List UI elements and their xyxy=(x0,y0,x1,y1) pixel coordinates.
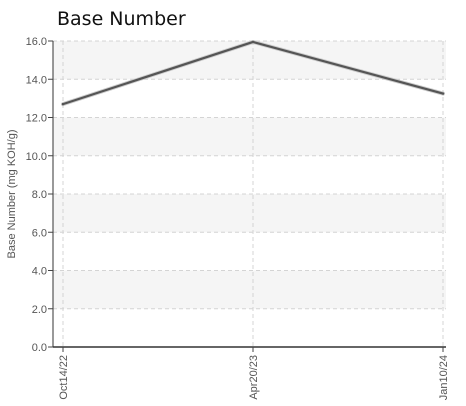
plot-band xyxy=(53,270,446,309)
y-tick-label: 16.0 xyxy=(26,36,47,48)
chart-title: Base Number xyxy=(57,8,186,30)
data-point xyxy=(61,102,65,106)
y-tick-label: 8.0 xyxy=(32,189,47,201)
series-layer xyxy=(61,39,445,107)
x-tick-label: Apr20/23 xyxy=(248,355,260,400)
y-tick-label: 4.0 xyxy=(32,266,47,278)
plot-band xyxy=(53,194,446,233)
y-tick-label: 6.0 xyxy=(32,227,47,239)
y-tick-label: 12.0 xyxy=(26,113,47,125)
x-ticks: Oct14/22 Apr20/23 Jan10/24 xyxy=(58,347,450,400)
y-ticks: 0.0 2.0 4.0 6.0 8.0 10.0 12.0 14.0 16.0 xyxy=(26,36,53,354)
data-point xyxy=(251,40,255,44)
plot-band xyxy=(53,41,446,80)
y-tick-label: 10.0 xyxy=(26,151,47,163)
plot-band xyxy=(53,117,446,156)
y-axis-label: Base Number (mg KOH/g) xyxy=(6,130,18,259)
data-point xyxy=(441,92,445,95)
y-tick-label: 2.0 xyxy=(32,304,47,316)
y-tick-label: 0.0 xyxy=(32,342,47,354)
plot-bands xyxy=(53,41,446,309)
x-tick-label: Oct14/22 xyxy=(58,355,70,400)
y-tick-label: 14.0 xyxy=(26,74,47,86)
x-tick-label: Jan10/24 xyxy=(438,355,450,400)
